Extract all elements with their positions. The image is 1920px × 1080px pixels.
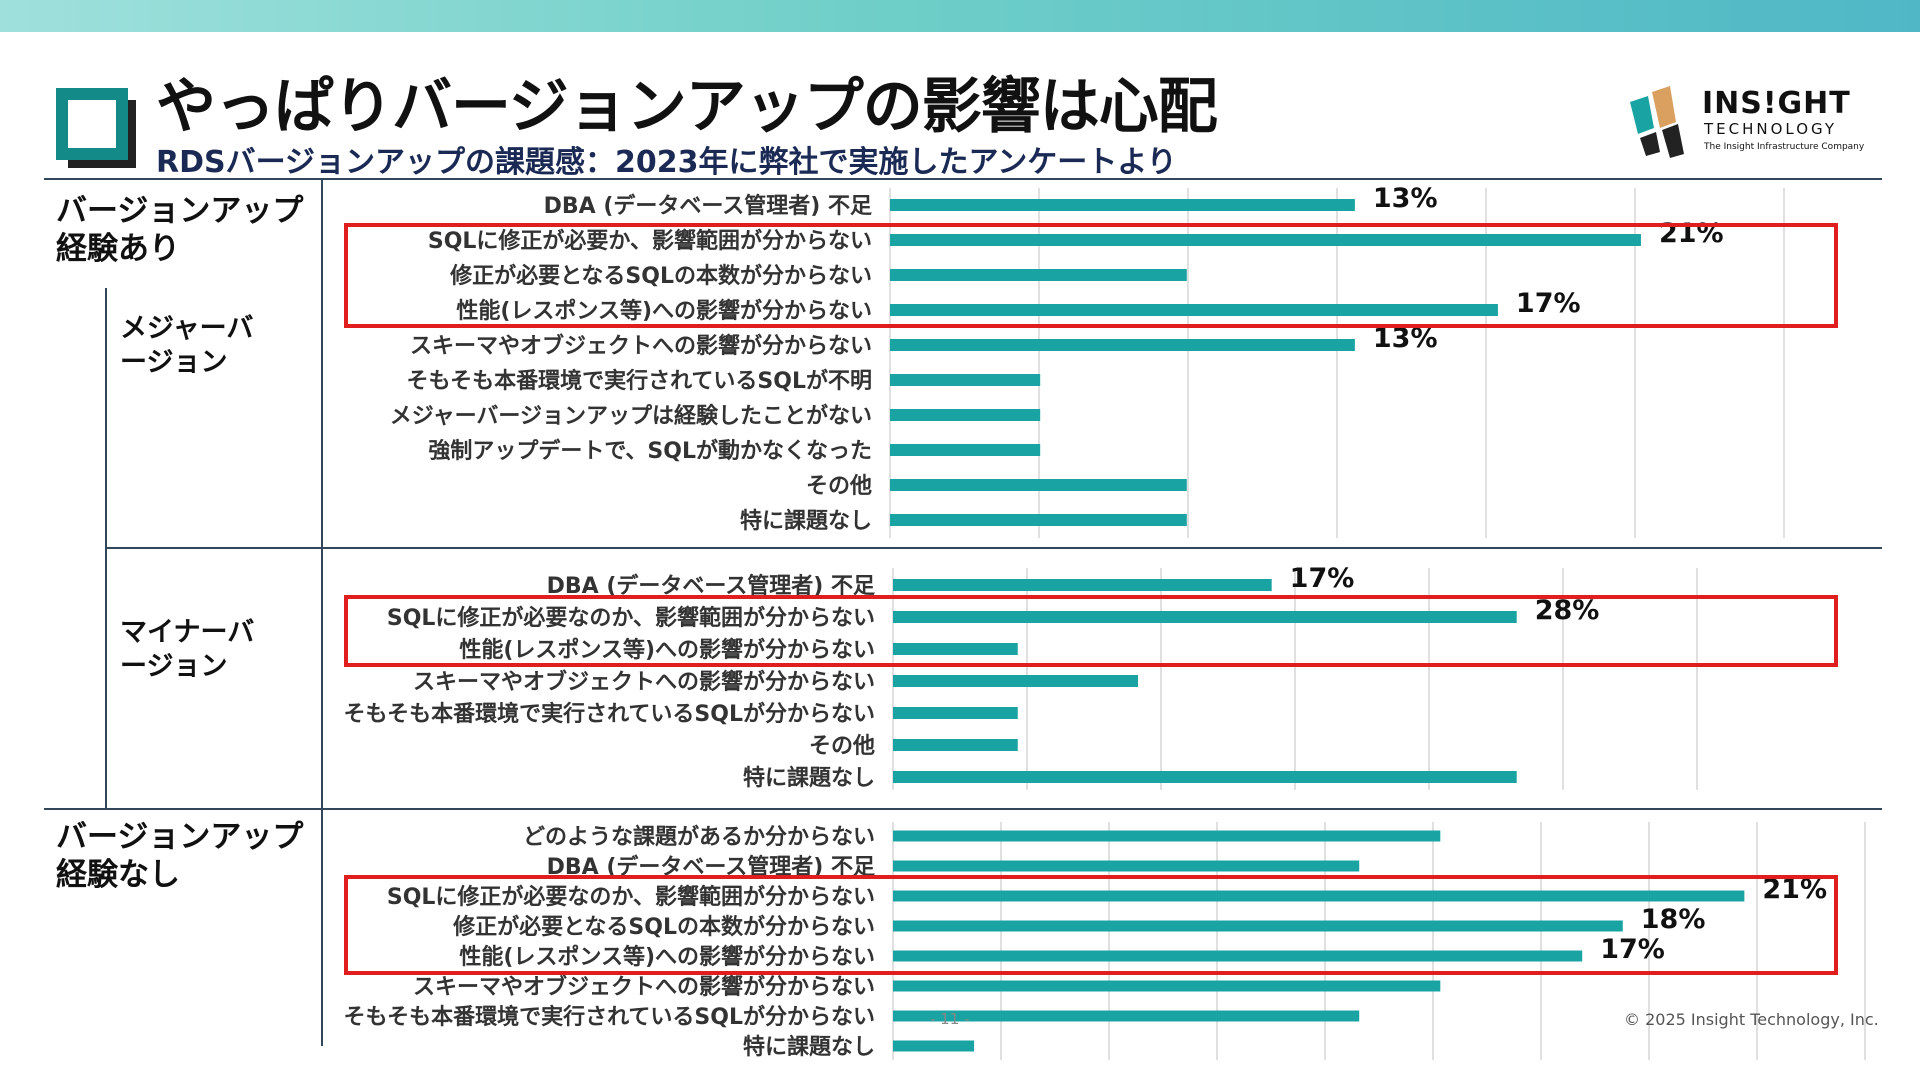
highlight-box-major — [344, 223, 1838, 328]
highlight-box-minor — [344, 595, 1838, 667]
data-label: 18% — [1641, 904, 1706, 935]
bar — [890, 514, 1187, 526]
bar — [893, 739, 1018, 751]
category-label: その他 — [806, 474, 872, 499]
label-column-divider — [321, 180, 323, 1046]
category-label: 修正が必要となるSQLの本数が分からない — [449, 263, 872, 289]
bar — [893, 860, 1360, 872]
bar — [890, 479, 1187, 491]
category-label: どのような課題があるか分からない — [523, 824, 875, 850]
category-label: 特に課題なし — [740, 508, 872, 534]
logo-tagline: The Insight Infrastructure Company — [1704, 142, 1865, 152]
bar — [893, 643, 1018, 655]
category-label: スキーマやオブジェクトへの影響が分からない — [410, 333, 872, 359]
data-label: 13% — [1373, 183, 1438, 214]
section-label-minor: マイナーバ ージョン — [120, 617, 255, 682]
bar — [893, 1040, 975, 1052]
category-label: 性能(レスポンス等)への影響が分からない — [459, 944, 875, 970]
category-label: DBA (データベース管理者) 不足 — [544, 193, 872, 219]
data-label: 13% — [1373, 323, 1438, 354]
category-label: その他 — [809, 734, 875, 759]
bar — [893, 950, 1583, 962]
bar — [893, 771, 1517, 783]
category-label: 特に課題なし — [743, 765, 875, 791]
page-subtitle: RDSバージョンアップの課題感：2023年に弊社で実施したアンケートより — [156, 145, 1177, 180]
highlight-box-none — [344, 875, 1838, 975]
category-label: 修正が必要となるSQLの本数が分からない — [452, 914, 875, 940]
title-square-icon — [56, 88, 128, 160]
bar — [893, 1010, 1360, 1022]
bar — [890, 234, 1641, 246]
bar — [890, 199, 1355, 211]
category-label: そもそも本番環境で実行されているSQLが不明 — [407, 368, 872, 394]
bar — [893, 890, 1745, 902]
bar — [890, 409, 1041, 421]
company-logo: INS!GHT TECHNOLOGY The Insight Infrastru… — [1626, 82, 1876, 162]
experience-divider — [44, 808, 1882, 810]
category-label: DBA (データベース管理者) 不足 — [547, 573, 875, 599]
bar — [890, 269, 1187, 281]
logo-mark-icon — [1630, 86, 1684, 158]
bar — [890, 304, 1498, 316]
category-label: そもそも本番環境で実行されているSQLが分からない — [344, 1004, 875, 1030]
category-label: 特に課題なし — [743, 1034, 875, 1060]
section-label-major: メジャーバ ージョン — [120, 313, 254, 378]
data-label: 17% — [1600, 934, 1665, 965]
logo-subtitle: TECHNOLOGY — [1704, 120, 1838, 138]
data-label: 21% — [1762, 874, 1827, 905]
copyright-notice: © 2025 Insight Technology, Inc. — [1624, 1010, 1879, 1029]
category-label: SQLに修正が必要なのか、影響範囲が分からない — [387, 605, 875, 631]
bar — [893, 830, 1441, 842]
top-accent-bar — [0, 0, 1920, 32]
category-label: 性能(レスポンス等)への影響が分からない — [456, 298, 872, 324]
category-label: そもそも本番環境で実行されているSQLが分からない — [344, 701, 875, 727]
header-divider — [44, 178, 1882, 180]
logo-wordmark: INS!GHT — [1702, 86, 1851, 121]
bar — [893, 611, 1517, 623]
category-label: SQLに修正が必要なのか、影響範囲が分からない — [387, 884, 875, 910]
title-square-icon-shadow — [68, 100, 136, 168]
data-label: 28% — [1535, 595, 1600, 626]
data-label: 17% — [1290, 563, 1355, 594]
category-label: スキーマやオブジェクトへの影響が分からない — [413, 669, 875, 695]
bar — [893, 579, 1272, 591]
category-label: 性能(レスポンス等)への影響が分からない — [459, 637, 875, 663]
page-number: - 11 - — [930, 1010, 970, 1028]
data-label: 17% — [1516, 288, 1581, 319]
section-label-none: バージョンアップ 経験なし — [56, 819, 304, 893]
bar — [890, 339, 1355, 351]
bar — [890, 374, 1041, 386]
bar — [893, 707, 1018, 719]
category-label: スキーマやオブジェクトへの影響が分からない — [413, 974, 875, 1000]
bar — [893, 980, 1441, 992]
category-label: SQLに修正が必要か、影響範囲が分からない — [428, 228, 872, 254]
sublabel-indent-line — [105, 288, 107, 808]
bar — [893, 920, 1623, 932]
category-label: 強制アップデートで、SQLが動かなくなった — [428, 438, 872, 464]
major-minor-divider — [106, 547, 1882, 549]
category-label: メジャーバージョンアップは経験したことがない — [390, 403, 872, 429]
page-title: やっぱりバージョンアップの影響は心配 — [156, 72, 1218, 142]
bar — [890, 444, 1041, 456]
bar — [893, 675, 1139, 687]
section-label-experienced: バージョンアップ 経験あり — [56, 193, 304, 267]
